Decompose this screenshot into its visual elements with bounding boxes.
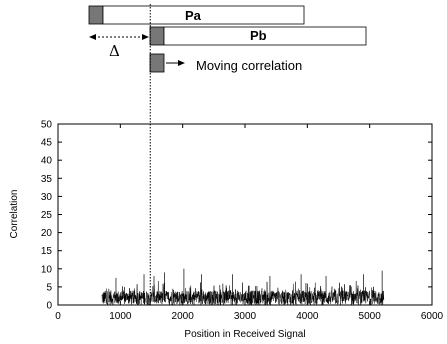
y-tick-label: 10 (41, 264, 53, 275)
x-tick-label: 3000 (234, 311, 257, 322)
packet-b-label: Pb (250, 28, 267, 43)
y-tick-label: 20 (41, 228, 53, 239)
moving-arrow-head (178, 60, 185, 66)
y-tick-label: 30 (41, 192, 53, 203)
y-axis: 0 5 10 15 20 25 30 35 40 45 50 (41, 120, 432, 312)
packet-a-header (88, 5, 104, 25)
plot-frame (57, 123, 433, 306)
x-tick-label: 2000 (172, 311, 195, 322)
x-tick-label: 5000 (359, 311, 382, 322)
x-tick-label: 4000 (296, 311, 319, 322)
y-axis-title: Correlation (9, 190, 20, 239)
plot-area: 0 1000 2000 3000 4000 5000 6000 0 5 10 15 20 25 30 35… (9, 120, 444, 341)
packet-diagram: Pa Pb Δ Moving correlation (88, 5, 367, 73)
offset-label: Δ (109, 42, 120, 60)
offset-arrow-head-right (142, 34, 149, 40)
x-tick-label: 0 (55, 311, 61, 322)
y-tick-label: 35 (41, 174, 53, 185)
y-tick-label: 5 (46, 282, 52, 293)
y-tick-label: 25 (41, 210, 53, 221)
packet-b-body (163, 26, 367, 46)
packet-a-body (102, 5, 305, 25)
y-tick-label: 0 (46, 301, 52, 312)
correlation-series (101, 268, 385, 306)
packet-a-label: Pa (185, 8, 202, 23)
y-tick-label: 50 (41, 120, 53, 131)
y-tick-label: 15 (41, 246, 53, 257)
moving-window (149, 53, 165, 73)
x-axis-title: Position in Received Signal (184, 329, 305, 340)
x-tick-label: 6000 (421, 311, 444, 322)
y-tick-label: 45 (41, 138, 53, 149)
correlation-trace (101, 281, 385, 306)
packet-b-header (149, 26, 165, 46)
offset-arrow-head-left (89, 34, 96, 40)
y-tick-label: 40 (41, 156, 53, 167)
moving-label: Moving correlation (196, 58, 302, 73)
x-tick-label: 1000 (109, 311, 132, 322)
